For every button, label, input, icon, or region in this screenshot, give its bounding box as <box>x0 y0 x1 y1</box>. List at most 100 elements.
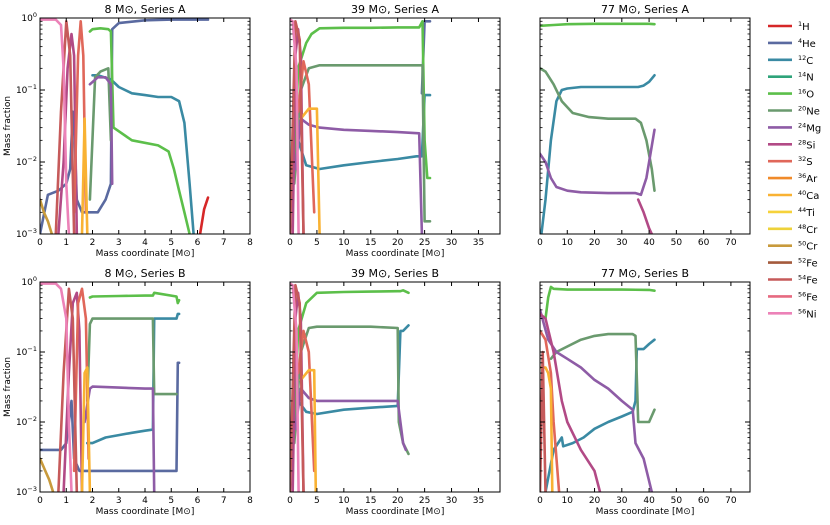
chart-title: 77 M⊙, Series A <box>601 3 690 16</box>
legend-label: 56Ni <box>798 307 817 320</box>
x-tick-label: 8 <box>247 496 253 506</box>
x-tick-label: 70 <box>725 238 737 248</box>
series-group <box>540 285 656 492</box>
x-tick-label: 60 <box>698 238 710 248</box>
legend-label: 12C <box>798 54 813 67</box>
y-tick-label: 10−1 <box>16 345 37 358</box>
x-tick-label: 30 <box>616 496 628 506</box>
y-axis-label: Mass fraction <box>3 96 13 156</box>
legend-label: 16O <box>798 88 814 101</box>
legend-label: 14N <box>798 71 814 84</box>
x-tick-label: 7 <box>221 496 227 506</box>
series-line-1h <box>198 196 210 234</box>
x-tick-label: 5 <box>168 496 174 506</box>
series-group <box>540 22 656 234</box>
series-line-20ne <box>86 317 178 403</box>
series-line-16o <box>540 22 656 28</box>
plot-frame <box>539 281 751 493</box>
x-tick-label: 6 <box>195 496 201 506</box>
x-tick-label: 1 <box>63 238 69 248</box>
chart-title: 39 M⊙, Series B <box>351 267 439 280</box>
x-tick-label: 3 <box>116 238 122 248</box>
legend-label: 52Fe <box>798 257 818 270</box>
x-tick-label: 10 <box>562 496 574 506</box>
x-tick-label: 2 <box>90 496 96 506</box>
series-line-40ca <box>80 117 89 234</box>
x-tick-label: 40 <box>643 496 655 506</box>
legend-label: 32S <box>798 155 813 168</box>
plot-frame <box>289 281 501 493</box>
series-line-40ca <box>80 366 92 492</box>
y-tick-label: 10−1 <box>16 83 37 96</box>
chart-panel-2: 0 5 10 15 20 25 30 35 39 M⊙, Series A Mass coordi… <box>287 3 501 259</box>
x-tick-label: 0 <box>287 496 293 506</box>
legend-item-54fe: 54Fe <box>768 274 818 287</box>
x-axis-label: Mass coordinate [M⊙] <box>596 507 695 517</box>
series-line-32s <box>72 19 88 214</box>
series-line-54fe <box>57 287 79 492</box>
legend-item-12c: 12C <box>768 54 813 67</box>
x-tick-label: 4 <box>142 238 148 248</box>
chart-panel-1: 0 1 2 3 4 5 6 7 8 10−3 10−2 10−1 100 8 M⊙, Series A Ma… <box>3 3 253 259</box>
series-line-24mg <box>540 128 656 197</box>
legend-label: 56Fe <box>798 290 818 303</box>
x-tick-label: 15 <box>365 238 376 248</box>
series-line-56ni <box>40 18 71 234</box>
series-line-28si <box>636 198 654 234</box>
legend-item-16o: 16O <box>768 88 814 101</box>
legend-item-24mg: 24Mg <box>768 121 821 134</box>
legend-label: 1H <box>798 20 810 33</box>
legend-item-32s: 32S <box>768 155 813 168</box>
series-line-12c <box>91 74 195 234</box>
series-line-16o <box>292 288 410 424</box>
series-group <box>290 18 432 234</box>
x-tick-label: 60 <box>698 496 710 506</box>
chart-title: 8 M⊙, Series B <box>104 267 185 280</box>
chart-panel-4: 0 1 2 3 4 5 6 7 8 10−3 10−2 10−1 100 8 M⊙, Series B Ma… <box>3 267 253 517</box>
x-tick-label: 5 <box>314 238 320 248</box>
x-tick-label: 30 <box>616 238 628 248</box>
y-tick-label: 10−2 <box>16 415 37 428</box>
chart-title: 77 M⊙, Series B <box>601 267 689 280</box>
x-tick-label: 35 <box>473 496 484 506</box>
legend-item-1h: 1H <box>768 20 810 33</box>
series-line-24mg <box>83 385 156 492</box>
x-tick-label: 35 <box>473 238 484 248</box>
chart-title: 8 M⊙, Series A <box>104 3 186 16</box>
legend-label: 54Fe <box>798 274 818 287</box>
series-line-54fe <box>290 283 305 492</box>
x-tick-label: 25 <box>419 238 430 248</box>
legend-item-56fe: 56Fe <box>768 290 818 303</box>
chart-panel-5: 0 5 10 15 20 25 30 35 39 M⊙, Series B Mass coordi… <box>287 267 501 517</box>
x-axis-label: Mass coordinate [M⊙] <box>346 507 445 517</box>
legend-item-44ti: 44Ti <box>768 206 815 219</box>
x-tick-label: 30 <box>446 496 458 506</box>
series-group <box>40 282 181 492</box>
plot-frame <box>289 17 501 235</box>
x-tick-label: 20 <box>392 496 404 506</box>
y-tick-label: 100 <box>21 11 37 24</box>
series-line-20ne <box>88 67 113 201</box>
x-tick-label: 7 <box>221 238 227 248</box>
legend-item-40ca: 40Ca <box>768 189 819 202</box>
legend-label: 44Ti <box>798 206 815 219</box>
legend-label: 24Mg <box>798 121 821 134</box>
x-tick-label: 20 <box>392 238 404 248</box>
series-line-56ni <box>40 282 73 492</box>
x-tick-label: 3 <box>116 496 122 506</box>
legend-item-4he: 4He <box>768 37 816 50</box>
legend-item-50cr: 50Cr <box>768 240 818 253</box>
legend: 1H 4He 12C 14N 16O 20Ne 24Mg 28Si 32S 36Ar 40Ca 44T… <box>768 20 821 320</box>
x-tick-label: 10 <box>338 496 350 506</box>
series-line-56ni <box>290 18 300 234</box>
legend-item-28si: 28Si <box>768 138 815 151</box>
x-tick-label: 5 <box>314 496 320 506</box>
y-tick-label: 10−2 <box>16 155 37 168</box>
chart-title: 39 M⊙, Series A <box>351 3 440 16</box>
legend-label: 40Ca <box>798 189 819 202</box>
series-line-28si <box>540 312 602 492</box>
x-tick-label: 70 <box>725 496 737 506</box>
x-tick-label: 0 <box>537 238 543 248</box>
x-tick-label: 50 <box>671 238 683 248</box>
